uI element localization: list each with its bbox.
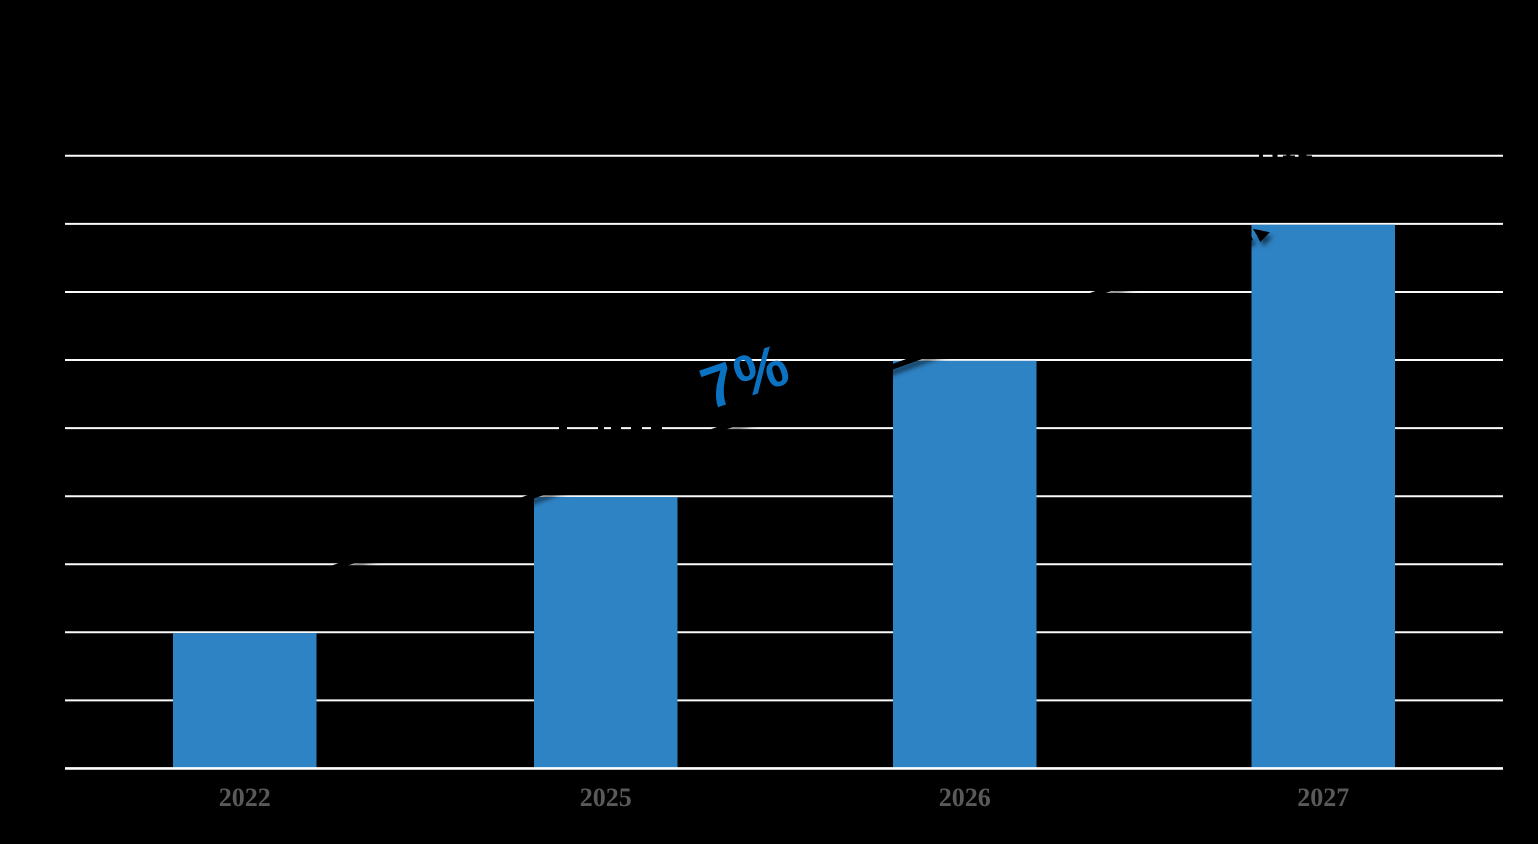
svg-text:2027: 2027 xyxy=(1297,783,1349,812)
svg-text:2025: 2025 xyxy=(580,783,632,812)
svg-text:2022: 2022 xyxy=(219,783,271,812)
svg-text:2026: 2026 xyxy=(939,783,991,812)
